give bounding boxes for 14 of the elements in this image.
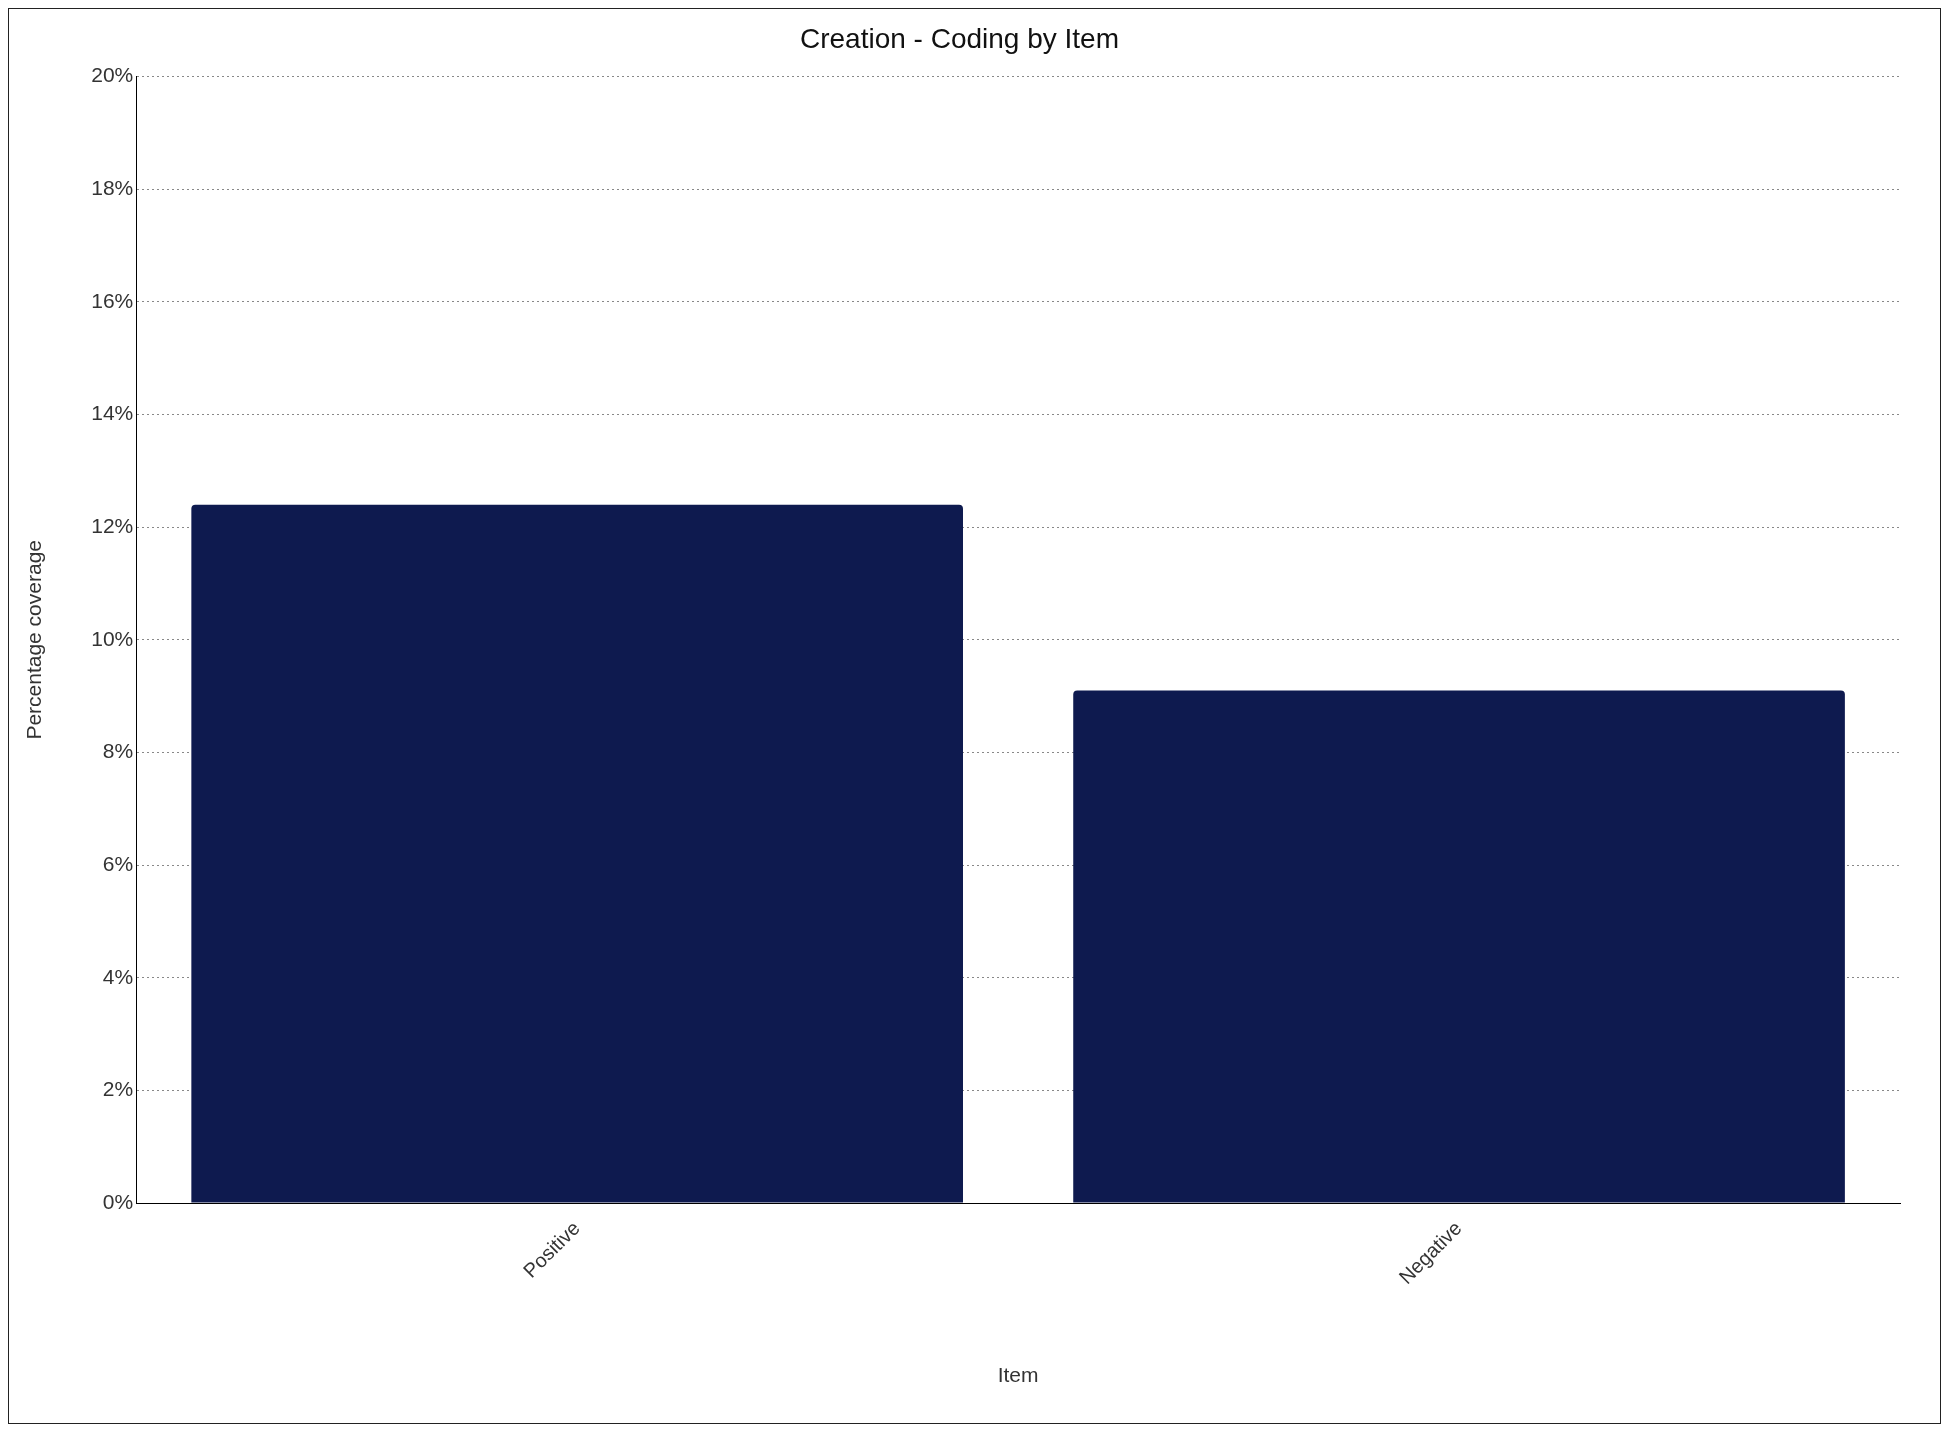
y-tick-label: 8% bbox=[102, 739, 134, 763]
y-tick-label: 14% bbox=[91, 401, 134, 425]
y-tick-label: 18% bbox=[91, 176, 134, 200]
y-axis-title: Percentage coverage bbox=[22, 539, 46, 740]
y-tick-label: 2% bbox=[102, 1077, 134, 1101]
y-tick-label: 6% bbox=[102, 851, 134, 875]
y-tick-label: 16% bbox=[91, 288, 134, 312]
x-axis-title: Item bbox=[997, 1363, 1039, 1387]
y-tick-label: 10% bbox=[91, 626, 134, 650]
chart-title: Creation - Coding by Item bbox=[799, 22, 1120, 54]
y-tick-label: 12% bbox=[91, 513, 134, 537]
y-tick-label: 0% bbox=[102, 1189, 134, 1213]
y-tick-label: 4% bbox=[102, 964, 134, 988]
y-tick-label: 20% bbox=[91, 63, 134, 87]
